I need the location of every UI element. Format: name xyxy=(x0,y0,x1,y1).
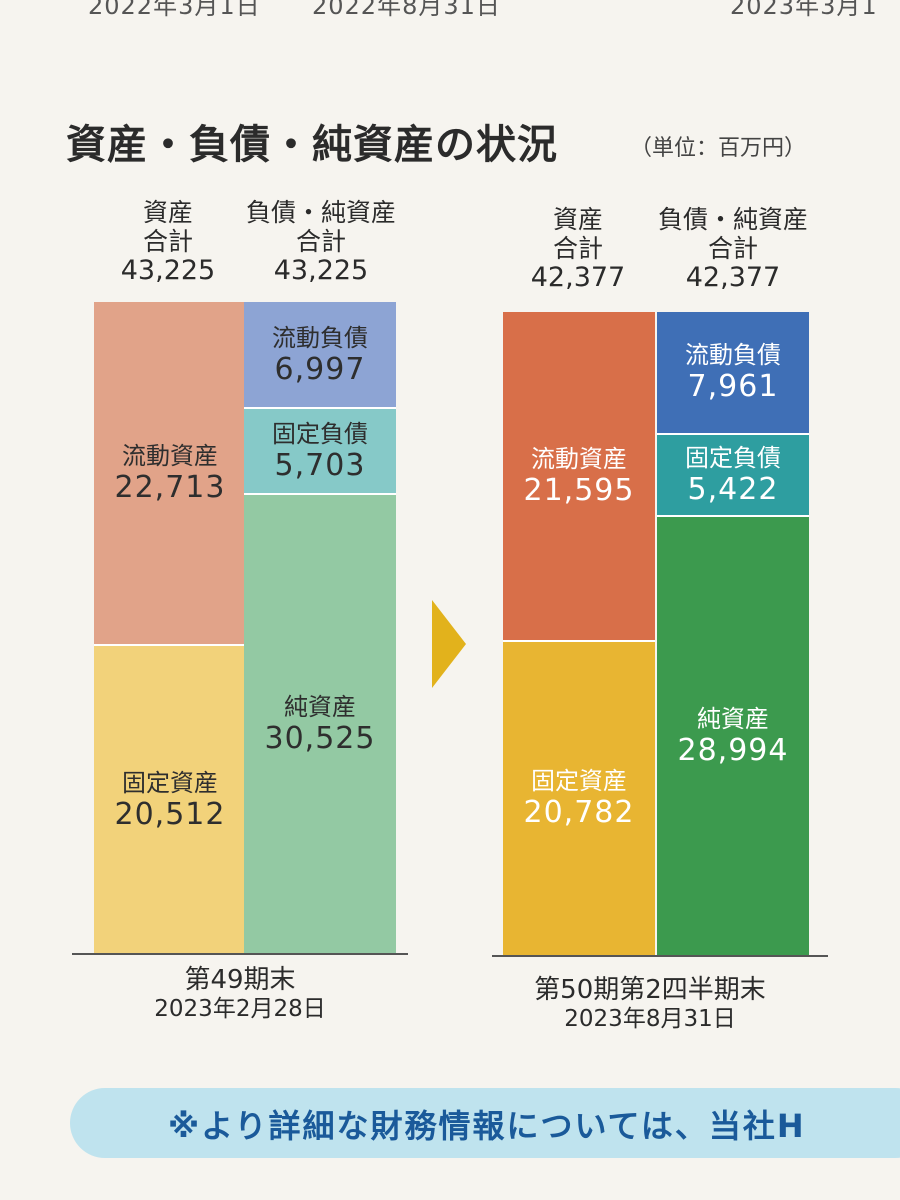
segment-label: 流動負債 xyxy=(685,341,781,370)
segment-label: 純資産 xyxy=(284,693,356,722)
liability-segment: 固定負債 5,422 xyxy=(657,432,809,516)
liability-segment: 流動負債 6,997 xyxy=(244,302,396,408)
segment-value: 5,422 xyxy=(687,471,779,507)
baseline-p2 xyxy=(492,955,828,957)
segment-label: 流動資産 xyxy=(531,444,627,473)
liability-segment: 固定負債 5,703 xyxy=(244,407,396,494)
segment-label: 純資産 xyxy=(697,705,769,734)
liab-total-header-p2: 負債・純資産 合計 42,377 xyxy=(648,205,818,292)
period-date: 2023年8月31日 xyxy=(564,1006,736,1032)
segment-label: 固定資産 xyxy=(122,768,218,797)
asset-segment: 流動資産 22,713 xyxy=(94,302,246,645)
asset-total-label: 資産 合計 xyxy=(142,198,193,256)
asset-total-header-p2: 資産 合計 42,377 xyxy=(518,205,638,292)
baseline-p1 xyxy=(72,953,408,955)
liab-total-value: 43,225 xyxy=(273,255,369,286)
unit-label: （単位：百万円） xyxy=(630,136,807,161)
period-date: 2023年2月28日 xyxy=(154,996,326,1022)
top-date-start: 2022年3月1日 xyxy=(88,0,261,20)
segment-value: 5,703 xyxy=(274,448,366,484)
segment-label: 固定負債 xyxy=(272,420,368,449)
chart-title: 資産・負債・純資産の状況 xyxy=(66,122,558,168)
asset-total-value: 42,377 xyxy=(530,262,626,293)
period-name: 第49期末 xyxy=(184,965,296,995)
asset-total-value: 43,225 xyxy=(120,255,216,286)
segment-value: 20,512 xyxy=(114,796,226,832)
asset-total-label: 資産 合計 xyxy=(552,205,603,263)
segment-label: 流動資産 xyxy=(122,442,218,471)
period-label-p2: 第50期第2四半期末 2023年8月31日 xyxy=(490,976,810,1034)
liability-segment: 流動負債 7,961 xyxy=(657,312,809,433)
top-date-end: 2022年8月31日 xyxy=(312,0,501,20)
segment-value: 6,997 xyxy=(274,351,366,387)
liab-total-value: 42,377 xyxy=(685,262,781,293)
info-banner-text[interactable]: ※より詳細な財務情報については、当社H xyxy=(168,1107,806,1145)
segment-label: 流動負債 xyxy=(272,323,368,352)
segment-value: 22,713 xyxy=(114,470,226,506)
segment-value: 21,595 xyxy=(523,472,635,508)
segment-value: 20,782 xyxy=(523,795,635,831)
asset-segment: 流動資産 21,595 xyxy=(503,312,655,640)
segment-label: 固定資産 xyxy=(531,767,627,796)
info-banner xyxy=(70,1088,900,1158)
segment-value: 7,961 xyxy=(687,369,779,405)
liability-segment: 純資産 30,525 xyxy=(244,493,396,953)
period-label-p1: 第49期末 2023年2月28日 xyxy=(90,966,390,1024)
segment-value: 28,994 xyxy=(677,733,789,769)
liab-total-label: 負債・純資産 合計 xyxy=(657,205,808,263)
liab-total-label: 負債・純資産 合計 xyxy=(245,198,396,256)
liability-segment: 純資産 28,994 xyxy=(657,515,809,955)
liab-total-header-p1: 負債・純資産 合計 43,225 xyxy=(236,198,406,285)
segment-label: 固定負債 xyxy=(685,443,781,472)
top-date-next: 2023年3月1 xyxy=(730,0,878,20)
period-name: 第50期第2四半期末 xyxy=(534,975,766,1005)
asset-total-header-p1: 資産 合計 43,225 xyxy=(108,198,228,285)
asset-segment: 固定資産 20,782 xyxy=(503,639,655,955)
arrow-right-icon xyxy=(432,600,466,688)
segment-value: 30,525 xyxy=(264,721,376,757)
asset-segment: 固定資産 20,512 xyxy=(94,644,246,953)
